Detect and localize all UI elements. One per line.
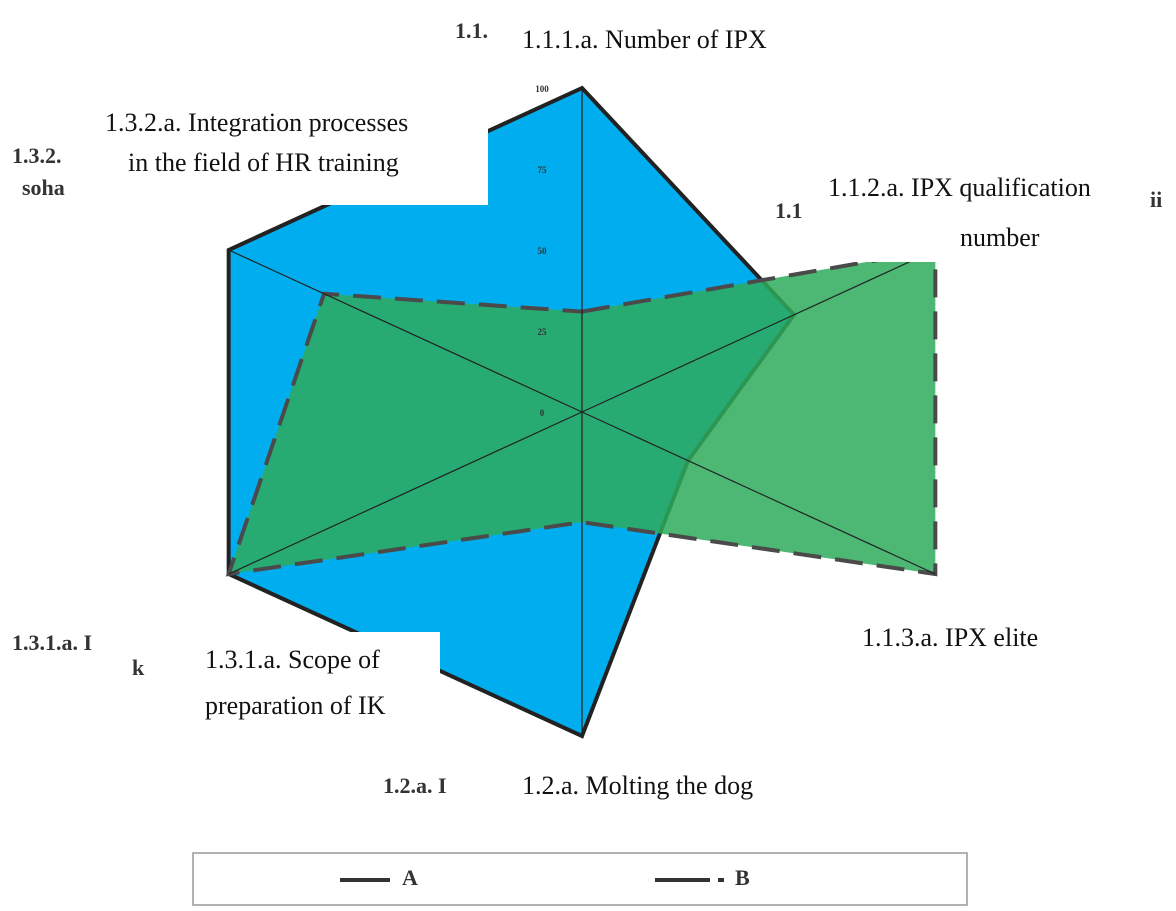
axis-label: 1.3.2.a. Integration processes xyxy=(105,108,408,137)
axis-label: 1.3.1.a. Scope of xyxy=(205,645,380,674)
original-label: k xyxy=(132,655,145,680)
original-label: 1.1. xyxy=(455,18,488,43)
spoke xyxy=(228,411,583,575)
spoke xyxy=(228,249,583,413)
legend-label: A xyxy=(402,865,418,890)
legend-box xyxy=(192,852,968,906)
label-box xyxy=(88,100,488,205)
label-box xyxy=(505,20,825,65)
label-box xyxy=(505,765,805,810)
label-box xyxy=(815,172,1145,262)
label-box xyxy=(190,632,440,722)
tick-label: 0 xyxy=(540,408,545,418)
original-label: 1.3.1.a. I xyxy=(12,630,92,655)
tick-label: 75 xyxy=(538,165,548,175)
axis-label: number xyxy=(960,223,1040,252)
original-label: 1.2.a. I xyxy=(383,773,447,798)
tick-label: 50 xyxy=(538,246,548,256)
original-label: 1.3.2. xyxy=(12,143,62,168)
axis-label: 1.2.a. Molting the dog xyxy=(522,771,753,800)
axis-label: 1.1.2.a. IPX qualification xyxy=(828,173,1091,202)
axis-label: 1.1.1.a. Number of IPX xyxy=(522,25,767,54)
spoke xyxy=(581,249,936,413)
original-label: ii xyxy=(1150,187,1162,212)
axis-label: preparation of IK xyxy=(205,691,386,720)
legend-label: B xyxy=(735,865,750,890)
original-label: soha xyxy=(22,175,65,200)
axis-label: in the field of HR training xyxy=(128,148,399,177)
tick-label: 25 xyxy=(538,327,548,337)
tick-label: 100 xyxy=(535,84,549,94)
legend-dot xyxy=(718,878,724,882)
spoke xyxy=(581,411,936,575)
original-label: 1.1 xyxy=(775,198,803,223)
axis-label: 1.1.3.a. IPX elite xyxy=(862,623,1038,652)
